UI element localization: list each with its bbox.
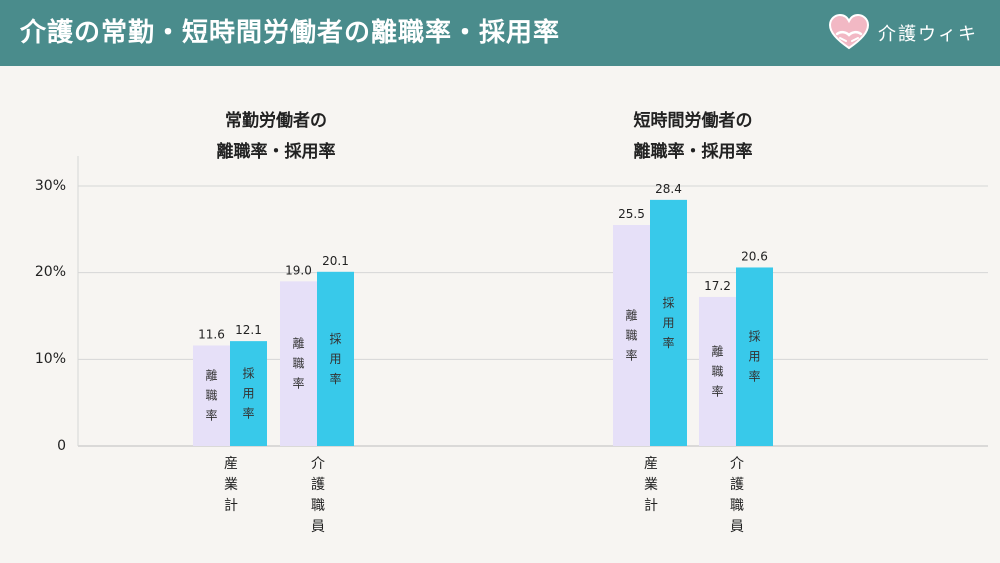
y-tick-label: 10% [34,351,66,367]
bar [613,225,650,446]
data-label: 17.2 [704,279,731,293]
bar-series-label: 採用率 [748,330,760,384]
chart-title-parttime: 短時間労働者の 離職率・採用率 [633,111,753,162]
bar-series-label: 離職率 [711,344,723,398]
bar-series-label: 離職率 [292,337,304,391]
logo: 介護ウィキ [828,14,978,52]
x-category-label: 産 業 計 [224,456,238,514]
bar [193,345,230,446]
x-category-label: 介 護 職 員 [311,456,325,535]
bar-series-label: 離職率 [205,369,217,423]
bar-series-label: 離職率 [625,309,637,363]
bar [317,271,354,446]
bar [650,199,687,446]
chart-title-fulltime: 常勤労働者の 離職率・採用率 [216,111,336,162]
y-tick-label: 30% [34,178,66,194]
bar-series-label: 採用率 [329,332,341,386]
y-tick-label: 0 [57,438,66,454]
bar [230,341,267,446]
data-label: 25.5 [618,207,645,221]
logo-text: 介護ウィキ [878,24,978,45]
y-tick-label: 20% [34,264,66,280]
heart-hands-icon [828,14,870,50]
header-bar: 介護の常勤・短時間労働者の離職率・採用率 介護ウィキ [0,0,1000,66]
data-label: 20.1 [322,254,349,268]
x-category-label: 産 業 計 [644,456,658,514]
chart-area: 11.6 離職率 12.1 採用率 19.0 離職率 20.1 採用率 25.5 離職率 28.4 採… [0,66,1000,563]
data-label: 28.4 [655,182,682,196]
x-category-label: 介 護 職 員 [730,456,744,535]
data-label: 11.6 [198,327,225,341]
chart-plot: 11.6 離職率 12.1 採用率 19.0 離職率 20.1 採用率 25.5 離職率 28.4 採… [77,156,988,447]
bar [280,281,317,446]
bar [699,296,736,446]
bar-series-label: 採用率 [242,367,254,421]
data-label: 19.0 [285,263,312,277]
bar-series-label: 採用率 [662,296,674,350]
data-label: 20.6 [741,249,768,263]
page-title: 介護の常勤・短時間労働者の離職率・採用率 [20,18,561,48]
bar [736,267,773,446]
data-label: 12.1 [235,323,262,337]
